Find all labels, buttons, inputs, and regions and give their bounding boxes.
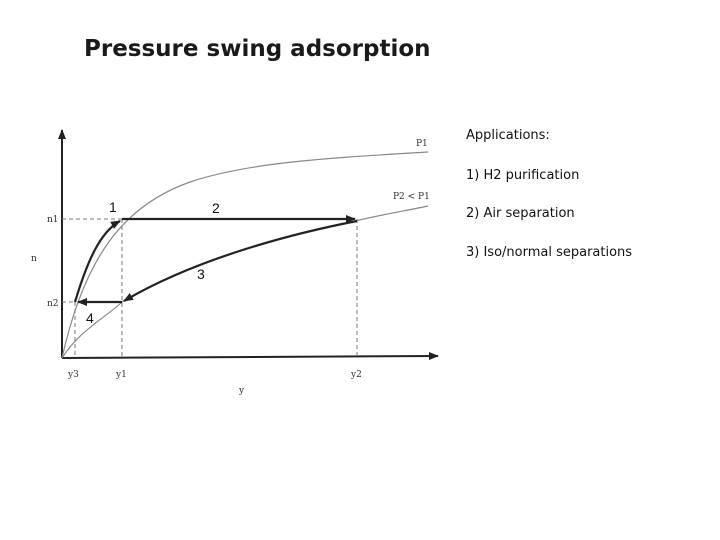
- n1-tick-label: n1: [47, 215, 59, 225]
- application-item-2: 2) Air separation: [466, 206, 575, 221]
- y2-tick-label: y2: [350, 370, 362, 380]
- step-2-label: 2: [212, 200, 220, 216]
- slide-title: Pressure swing adsorption: [84, 36, 431, 62]
- isotherm-p2: [61, 205, 429, 359]
- y3-tick-label: y3: [67, 370, 79, 380]
- x-axis: [61, 352, 439, 361]
- application-item-1: 1) H2 purification: [466, 168, 580, 183]
- step-1-arrow: [73, 220, 121, 303]
- y1-tick-label: y1: [115, 370, 127, 380]
- y-axis-label: n: [31, 254, 37, 264]
- x-axis-label: y: [238, 386, 245, 396]
- application-item-3: 3) Iso/normal separations: [466, 245, 633, 260]
- applications-heading: Applications:: [466, 128, 550, 143]
- step-4-label: 4: [86, 310, 94, 326]
- p1-curve-label: P1: [416, 139, 428, 149]
- step-3-label: 3: [197, 266, 205, 282]
- n2-tick-label: n2: [47, 299, 59, 309]
- isotherm-p1: [61, 151, 429, 359]
- step-3-arrow: [123, 219, 358, 302]
- step-1-label: 1: [109, 199, 117, 215]
- p2-curve-label: P2 < P1: [393, 192, 430, 202]
